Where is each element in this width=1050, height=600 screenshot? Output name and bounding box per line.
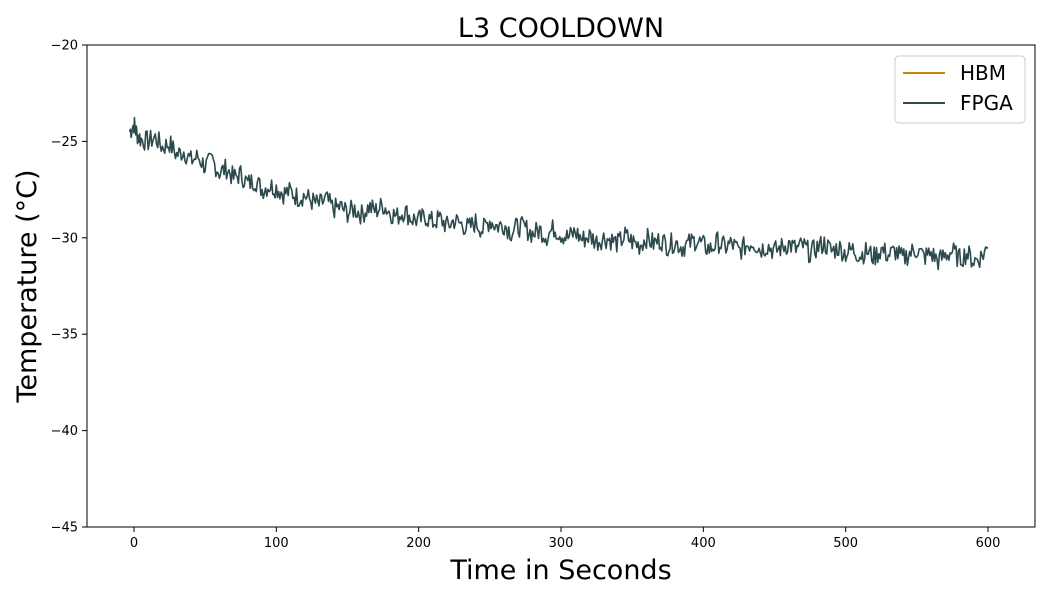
chart-title: L3 COOLDOWN <box>458 13 664 44</box>
y-tick-label: −40 <box>51 424 78 439</box>
x-tick-label: 0 <box>130 536 138 551</box>
x-tick-label: 400 <box>691 536 716 551</box>
x-axis-label: Time in Seconds <box>449 555 671 586</box>
x-tick-label: 600 <box>976 536 1001 551</box>
legend-label-hbm: HBM <box>960 61 1006 85</box>
x-tick-label: 300 <box>549 536 574 551</box>
y-axis: −45 −40 −35 −30 −25 −20 <box>51 39 87 536</box>
x-tick-label: 200 <box>406 536 431 551</box>
y-tick-label: −35 <box>51 328 78 343</box>
x-tick-label: 100 <box>264 536 289 551</box>
y-tick-label: −20 <box>51 39 78 54</box>
y-tick-label: −45 <box>51 521 78 536</box>
x-tick-label: 500 <box>833 536 858 551</box>
legend-label-fpga: FPGA <box>960 91 1013 115</box>
legend: HBM FPGA <box>894 55 1026 124</box>
x-axis: 0 100 200 300 400 500 600 <box>130 527 1001 551</box>
y-axis-label: Temperature (°C) <box>12 169 43 403</box>
y-tick-label: −25 <box>51 135 78 150</box>
y-tick-label: −30 <box>51 231 78 246</box>
series-layer <box>128 116 989 271</box>
series-line-fpga <box>128 116 989 271</box>
